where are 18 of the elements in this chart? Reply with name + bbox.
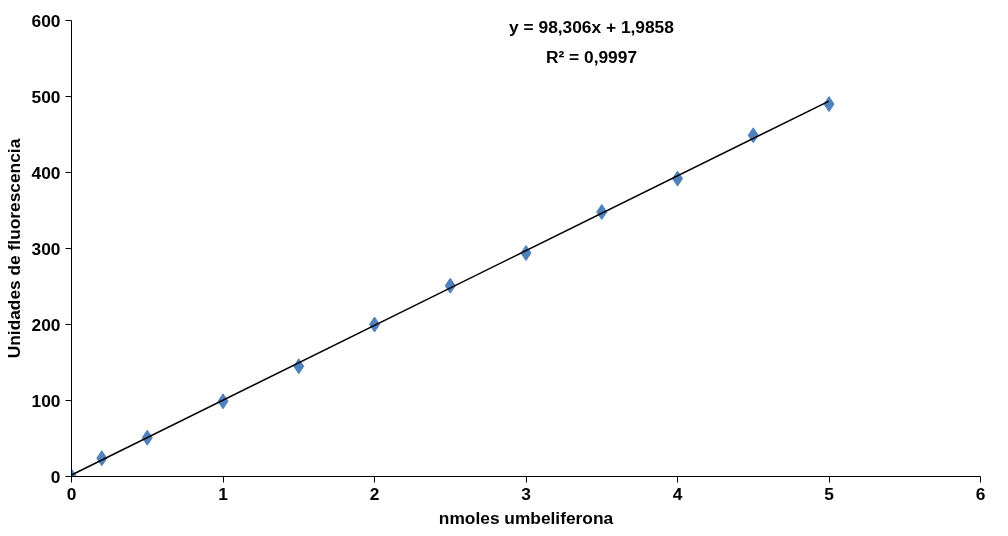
x-tick-label: 2: [369, 483, 380, 504]
annotation: y = 98,306x + 1,9858: [509, 16, 675, 37]
x-axis-title: nmoles umbeliferona: [438, 507, 614, 528]
y-tick-label: 100: [31, 390, 61, 411]
y-tick-label: 200: [31, 314, 61, 335]
x-tick-label: 6: [975, 483, 986, 504]
x-tick-label: 0: [66, 483, 77, 504]
x-tick-label: 3: [521, 483, 532, 504]
y-tick-label: 600: [31, 10, 61, 31]
y-tick-label: 500: [31, 86, 61, 107]
x-tick-label: 4: [672, 483, 683, 504]
y-tick-label: 400: [31, 162, 61, 183]
y-tick-label: 300: [31, 238, 61, 259]
annotation: R² = 0,9997: [545, 46, 638, 67]
y-tick-label: 0: [50, 466, 61, 487]
x-tick-label: 1: [218, 483, 229, 504]
y-axis-title: Unidades de fluorescencia: [3, 138, 24, 359]
x-tick-label: 5: [824, 483, 835, 504]
